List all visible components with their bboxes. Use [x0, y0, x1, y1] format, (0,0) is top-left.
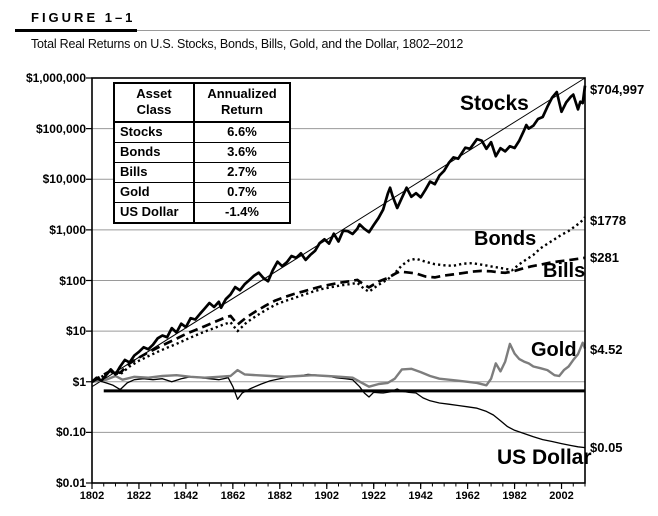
x-tick-label: 1902 [314, 490, 339, 502]
gold-end-value: $4.52 [590, 342, 623, 357]
x-tick-label: 1862 [220, 490, 246, 502]
header-asset-class: Asset Class [115, 84, 195, 121]
gold-series-label: Gold [531, 339, 577, 361]
us-dollar-series-label: US Dollar [497, 446, 592, 469]
bonds-series-label: Bonds [474, 228, 537, 250]
us-dollar-end-value: $0.05 [590, 440, 623, 455]
y-tick-label: $100,000 [35, 121, 86, 136]
table-body: Stocks 6.6% Bonds 3.6% Bills 2.7% Gold 0… [115, 123, 289, 222]
series-line-gold [91, 341, 587, 388]
table-row-bills: Bills 2.7% [115, 163, 289, 183]
asset-name: Bills [115, 163, 195, 182]
table-row-us-dollar: US Dollar -1.4% [115, 203, 289, 222]
y-tick-label: $0.10 [55, 425, 86, 440]
header-rule [15, 29, 650, 32]
series-line-stocks [91, 85, 587, 383]
x-tick-label: 2002 [549, 490, 574, 502]
series-line-bills [91, 256, 586, 383]
table-header-row: Asset Class Annualized Return [115, 84, 289, 123]
x-tick-label: 1842 [173, 490, 199, 502]
asset-name: Stocks [115, 123, 195, 142]
y-tick-label: $10,000 [42, 172, 86, 187]
x-tick-label: 1962 [455, 490, 480, 502]
annualized-return-table: Asset Class Annualized Return Stocks 6.6% … [113, 82, 291, 224]
bills-end-value: $281 [590, 250, 619, 265]
y-tick-label: $10 [65, 324, 86, 339]
table-row-gold: Gold 0.7% [115, 183, 289, 203]
y-tick-label: $1,000 [49, 222, 86, 237]
asset-return: 6.6% [227, 124, 257, 139]
stocks-series-label: Stocks [460, 92, 529, 115]
y-tick-label: $1,000,000 [25, 71, 86, 85]
y-tick-label: $0.01 [55, 476, 86, 490]
asset-return: 0.7% [227, 184, 257, 199]
bills-series-label: Bills [543, 260, 586, 282]
x-tick-label: 1822 [126, 490, 152, 502]
series-line-us-dollar [91, 373, 586, 449]
stocks-trend-line [91, 77, 586, 388]
table-row-bonds: Bonds 3.6% [115, 143, 289, 163]
asset-return: -1.4% [225, 204, 259, 219]
stocks-end-value: $704,997 [590, 82, 645, 97]
figure-label: FIGURE 1–1 [31, 10, 136, 25]
x-tick-label: 1882 [267, 490, 293, 502]
y-tick-label: $1 [72, 374, 86, 389]
asset-return: 3.6% [227, 144, 257, 159]
series-line-bonds [91, 216, 586, 383]
asset-name: US Dollar [115, 203, 195, 222]
table-row-stocks: Stocks 6.6% [115, 123, 289, 143]
figure-title: Total Real Returns on U.S. Stocks, Bonds… [31, 37, 464, 51]
bonds-end-value: $1778 [590, 213, 627, 228]
x-tick-label: 1922 [361, 490, 386, 502]
y-tick-label: $100 [59, 273, 86, 288]
x-tick-label: 1982 [502, 490, 527, 502]
asset-name: Gold [115, 183, 195, 202]
x-tick-label: 1942 [408, 490, 433, 502]
header-annualized-return: Annualized Return [207, 86, 277, 117]
asset-name: Bonds [115, 143, 195, 162]
asset-return: 2.7% [227, 164, 257, 179]
x-tick-label: 1802 [79, 490, 105, 502]
